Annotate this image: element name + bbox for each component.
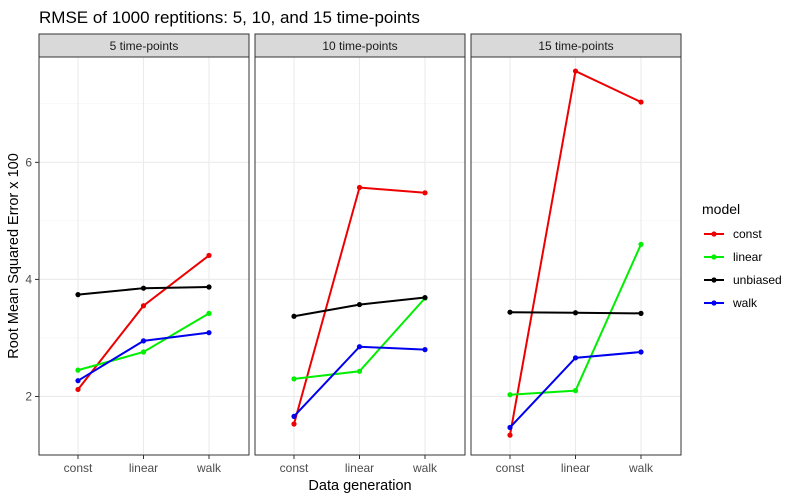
data-point-linear [572, 388, 579, 394]
x-tick-label: linear [129, 461, 158, 475]
legend-label: linear [733, 250, 762, 264]
data-point-linear [507, 392, 513, 398]
x-tick-label: const [280, 461, 309, 475]
legend-key-point [711, 300, 717, 306]
data-point-unbiased [507, 309, 513, 315]
y-tick-label: 2 [25, 389, 32, 403]
x-tick-label: walk [196, 461, 222, 475]
legend-key-point [711, 277, 717, 283]
data-point-walk [140, 338, 147, 344]
legend-title: model [702, 201, 740, 217]
legend-item-linear: linear [704, 250, 762, 264]
facet-strip-label: 5 time-points [110, 39, 179, 53]
data-point-walk [75, 378, 81, 384]
legend-item-walk: walk [704, 296, 758, 310]
y-tick-label: 6 [25, 155, 32, 169]
facet-panel: 15 time-points const linear walk [470, 33, 682, 475]
data-point-const [638, 99, 644, 105]
x-tick-label: walk [412, 461, 438, 475]
x-axis-title: Data generation [308, 478, 411, 494]
data-point-const [140, 303, 147, 309]
data-point-unbiased [572, 310, 579, 316]
facet-strip-label: 10 time-points [322, 39, 397, 53]
data-point-linear [140, 349, 147, 355]
data-point-unbiased [75, 292, 81, 298]
data-point-linear [356, 368, 363, 374]
data-point-walk [572, 355, 579, 361]
x-tick-label: linear [345, 461, 374, 475]
legend-label: walk [732, 296, 758, 310]
data-point-linear [75, 367, 81, 373]
data-point-unbiased [140, 285, 147, 291]
facet-strip-label: 15 time-points [538, 39, 613, 53]
data-point-unbiased [291, 313, 297, 319]
x-tick-label: const [64, 461, 93, 475]
data-point-linear [206, 310, 212, 316]
data-point-const [75, 386, 81, 393]
data-point-const [507, 432, 513, 438]
x-tick-label: const [496, 461, 525, 475]
legend-item-unbiased: unbiased [704, 273, 782, 287]
data-point-unbiased [356, 301, 363, 308]
x-tick-label: walk [628, 461, 654, 475]
facet-panel: 10 time-points const linear walk [254, 33, 466, 475]
data-point-const [572, 68, 579, 74]
facet-panel: 5 time-points const linear walk 2 4 6 [25, 33, 250, 475]
data-point-unbiased [638, 310, 644, 316]
data-point-walk [507, 424, 513, 431]
chart-title: RMSE of 1000 reptitions: 5, 10, and 15 t… [39, 8, 420, 27]
legend-label: unbiased [733, 273, 782, 287]
data-point-walk [638, 349, 644, 355]
y-axis-title: Root Mean Squared Error x 100 [6, 153, 22, 359]
legend-label: const [733, 227, 762, 241]
legend-key-point [711, 254, 717, 260]
y-tick-label: 4 [25, 272, 32, 286]
data-point-walk [291, 413, 297, 419]
data-point-const [206, 252, 212, 259]
legend: model const linear unbiased walk [702, 201, 782, 310]
legend-item-const: const [704, 227, 762, 241]
x-tick-label: linear [561, 461, 590, 475]
data-point-linear [291, 376, 297, 382]
data-point-const [422, 190, 428, 196]
data-point-const [356, 184, 363, 191]
data-point-const [291, 421, 297, 427]
data-point-walk [206, 330, 212, 336]
legend-key-point [711, 231, 717, 237]
data-point-linear [638, 241, 644, 247]
data-point-unbiased [422, 294, 428, 301]
data-point-walk [422, 347, 428, 353]
facet-panels: 5 time-points const linear walk 2 4 6 10 time-p… [25, 33, 682, 475]
data-point-walk [356, 344, 363, 350]
data-point-unbiased [206, 284, 212, 290]
